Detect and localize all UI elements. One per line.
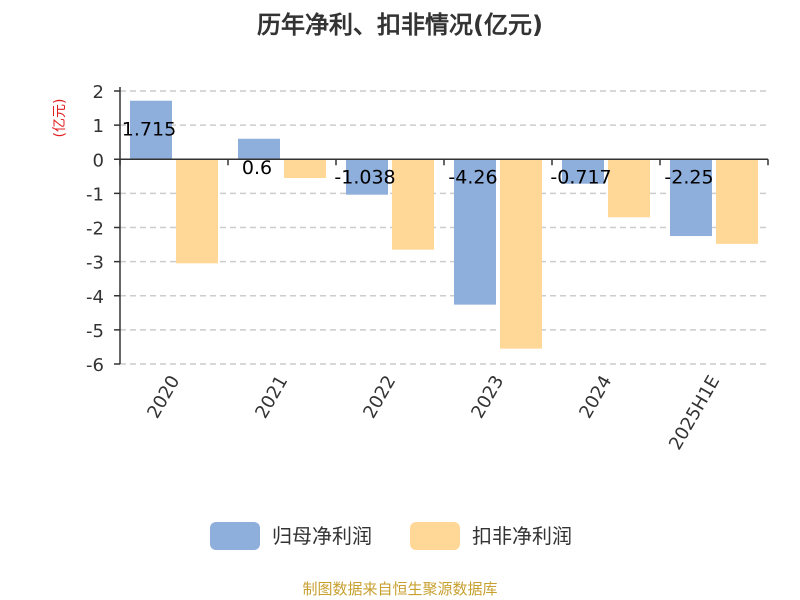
x-tick-labels: 2020 2021 2022 2023 2024 2025H1E [143,372,724,454]
y-tick-labels: 2 1 0 -1 -2 -3 -4 -5 -6 [86,82,120,376]
bar-deducted-profit-2024 [608,159,650,218]
bar-net-profit-2025H1E [670,159,712,237]
chart-title: 历年净利、扣非情况(亿元) [257,11,543,39]
legend-swatch-series-2 [410,522,460,550]
data-labels: 1.715 0.6 -1.038 -4.26 -0.717 -2.25 [122,119,714,189]
y-tick-label: -5 [86,321,104,342]
x-tick-label: 2021 [251,372,292,422]
data-label: 0.6 [242,157,272,179]
x-tick-label: 2025H1E [665,372,724,454]
y-tick-label: -1 [86,184,104,205]
bar-deducted-profit-2022 [392,159,434,250]
legend-label-series-1: 归母净利润 [272,524,372,548]
bar-net-profit-2024 [562,159,604,184]
x-tick-label: 2020 [143,372,184,422]
legend: 归母净利润 扣非净利润 [210,522,572,550]
data-label: -4.26 [448,166,497,188]
x-tick-label: 2024 [575,372,616,422]
grid-lines [120,90,768,365]
y-tick-label: -4 [86,287,104,308]
data-source-note: 制图数据来自恒生聚源数据库 [302,580,497,598]
y-tick-label: 0 [93,150,104,171]
y-tick-label: 2 [93,82,104,103]
bar-deducted-profit-2023 [500,159,542,349]
bar-deducted-profit-2025H1E [716,159,758,244]
bar-net-profit-2022 [346,159,388,195]
x-tick-label: 2022 [359,372,400,422]
legend-label-series-2: 扣非净利润 [472,524,572,548]
y-tick-label: -3 [86,253,104,274]
bar-net-profit-2020 [130,100,172,160]
bars [130,100,758,349]
data-label: 1.715 [122,119,176,141]
y-axis-label: (亿元) [52,99,68,138]
data-label: -2.25 [664,166,713,188]
x-tick-label: 2023 [467,372,508,422]
axes [119,87,769,364]
bar-deducted-profit-2020 [176,159,218,264]
y-tick-label: -2 [86,219,104,240]
bar-net-profit-2021 [238,138,280,160]
y-tick-label: -6 [86,355,104,376]
legend-swatch-series-1 [210,522,260,550]
bar-deducted-profit-2021 [284,159,326,179]
y-tick-label: 1 [93,116,104,137]
data-label: -1.038 [334,166,395,188]
data-label: -0.717 [550,166,611,188]
bar-net-profit-2023 [454,159,496,305]
